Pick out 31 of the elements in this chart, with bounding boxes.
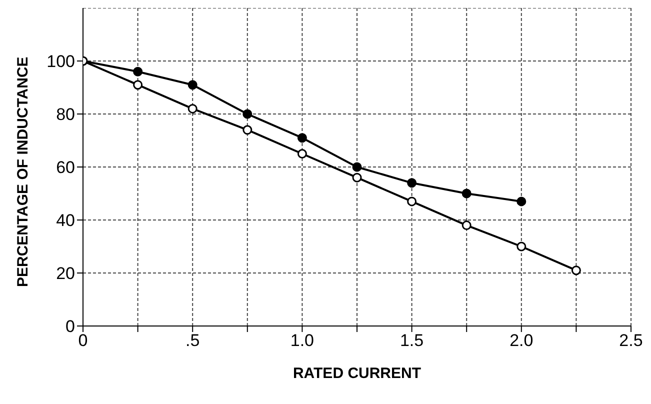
point xyxy=(133,66,143,76)
point xyxy=(242,125,252,135)
y-tick-label: 60 xyxy=(56,158,75,178)
point xyxy=(407,178,417,188)
point xyxy=(297,149,307,158)
y-tick-label: 0 xyxy=(66,317,75,336)
point xyxy=(242,109,252,119)
x-axis-title: RATED CURRENT xyxy=(292,365,422,382)
point xyxy=(462,220,472,230)
x-tick-label: .5 xyxy=(186,331,200,350)
y-tick-label: 80 xyxy=(56,105,75,124)
point xyxy=(407,196,417,206)
point xyxy=(516,196,526,206)
point xyxy=(352,162,362,172)
x-tick-label: 0 xyxy=(78,331,88,350)
point xyxy=(352,172,362,182)
point xyxy=(188,80,198,90)
x-tick-label: 1.5 xyxy=(400,331,424,350)
point xyxy=(188,104,198,114)
point xyxy=(133,80,143,90)
point xyxy=(297,133,307,143)
y-tick-label: 20 xyxy=(56,264,75,284)
x-tick-label: 1.0 xyxy=(290,331,314,350)
y-tick-label: 40 xyxy=(56,211,75,230)
y-tick-label: 100 xyxy=(46,52,75,72)
point xyxy=(571,266,581,276)
point xyxy=(516,242,526,252)
y-axis-title: PERCENTAGE OF INDUCTANCE xyxy=(14,56,32,287)
x-tick-label: 2.0 xyxy=(510,331,534,350)
point xyxy=(462,188,472,198)
x-tick-label: 2.5 xyxy=(619,331,643,350)
